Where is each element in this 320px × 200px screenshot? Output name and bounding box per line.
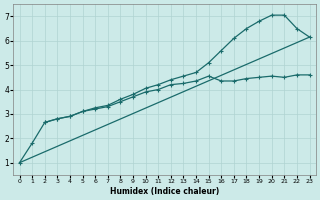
X-axis label: Humidex (Indice chaleur): Humidex (Indice chaleur) <box>110 187 219 196</box>
